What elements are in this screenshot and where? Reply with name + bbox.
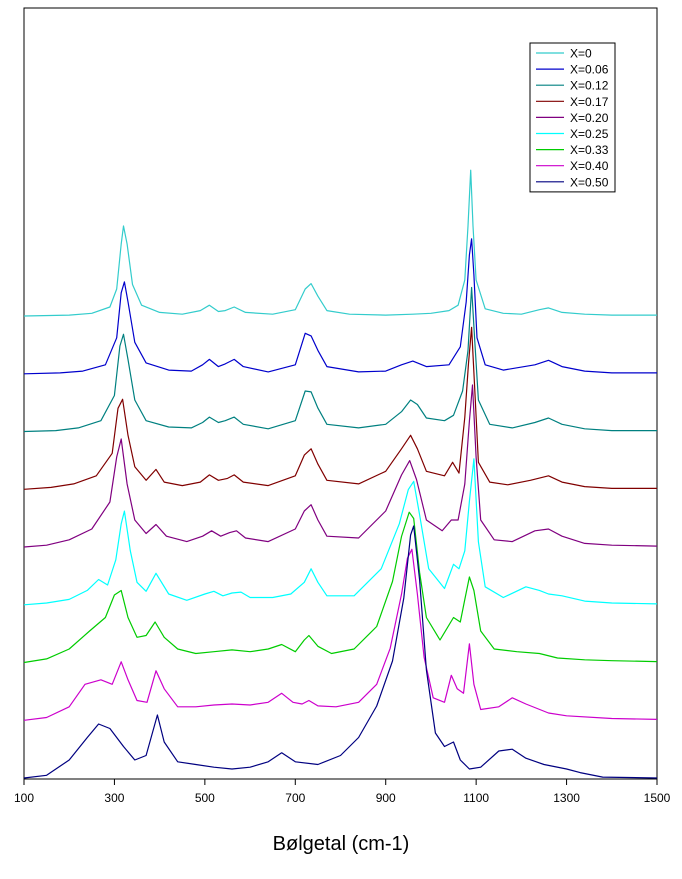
plot-frame	[23, 7, 658, 780]
x-tick-label-8: 1500	[644, 791, 671, 805]
x-tick-label-4: 700	[285, 791, 305, 805]
series-line-7	[23, 511, 658, 664]
legend-label-3: X=0.12	[570, 79, 609, 93]
series-line-9	[23, 525, 658, 779]
plot-layer	[23, 7, 658, 780]
legend-box	[529, 42, 616, 193]
legend-label-5: X=0.20	[570, 111, 609, 125]
x-tick-label-5: 900	[376, 791, 396, 805]
legend-label-7: X=0.33	[570, 143, 609, 157]
legend-label-9: X=0.50	[570, 175, 609, 189]
legend-label-8: X=0.40	[570, 159, 609, 173]
x-tick-label-3: 500	[195, 791, 215, 805]
x-tick-label-2: 300	[104, 791, 124, 805]
x-tick-label-1: 100	[14, 791, 34, 805]
x-tick-label-6: 1100	[463, 791, 489, 805]
x-tick-label-7: 1300	[553, 791, 580, 805]
x-axis-title: Bølgetal (cm-1)	[273, 833, 410, 855]
legend-label-6: X=0.25	[570, 127, 609, 141]
series-line-6	[23, 458, 658, 606]
legend-label-2: X=0.06	[570, 63, 609, 77]
series-line-2	[23, 238, 657, 375]
legend-label-4: X=0.17	[570, 95, 609, 109]
series-line-4	[23, 326, 657, 490]
x-axis: 100 300 500 700 900 1100 1300 1500	[14, 779, 671, 805]
legend: X=0 X=0.06 X=0.12 X=0.17 X=0.20 X=0.25 X=0.33 X…	[529, 42, 616, 193]
legend-label-1: X=0	[570, 47, 592, 61]
series-line-8	[23, 548, 658, 721]
series-line-3	[23, 286, 657, 433]
series-line-1	[23, 169, 657, 317]
series-line-5	[23, 384, 658, 548]
